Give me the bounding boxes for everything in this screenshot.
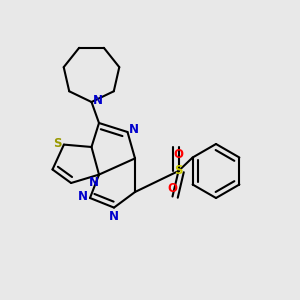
Text: N: N [88, 176, 99, 190]
Text: O: O [167, 182, 178, 196]
Text: N: N [109, 209, 119, 223]
Text: N: N [93, 94, 103, 107]
Text: O: O [173, 148, 184, 161]
Text: N: N [77, 190, 88, 203]
Text: S: S [53, 136, 61, 150]
Text: N: N [129, 123, 139, 136]
Text: S: S [174, 164, 183, 178]
